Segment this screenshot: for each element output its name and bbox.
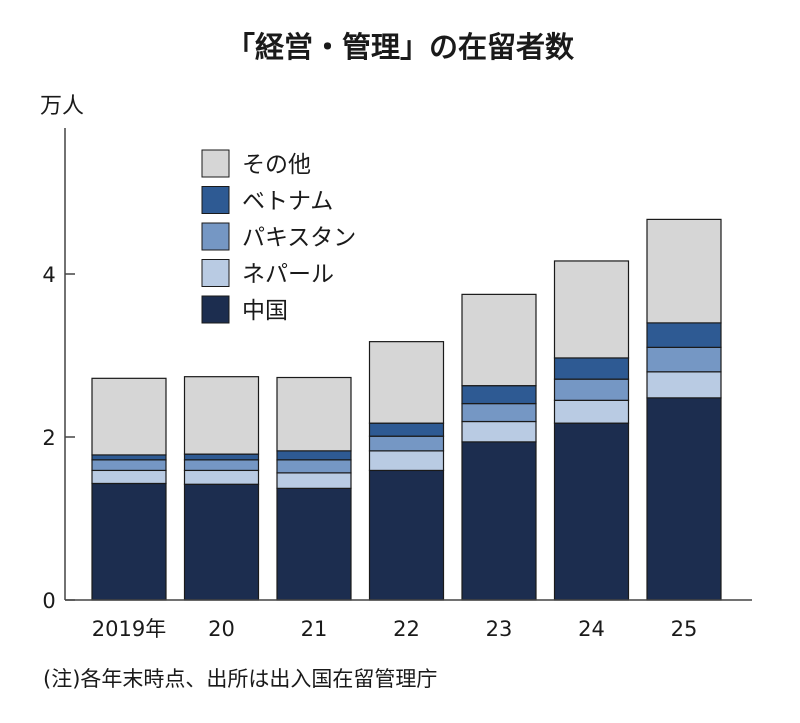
legend-swatch	[201, 186, 230, 214]
bar-segment-0-6	[646, 397, 722, 601]
legend-label: ベトナム	[242, 189, 333, 215]
bar-segment-2-3	[368, 435, 445, 452]
bar-segment-1-4	[461, 420, 537, 443]
bar-segment-1-6	[646, 371, 722, 399]
bar-segment-4-6	[646, 218, 722, 324]
bar-segment-1-0	[91, 469, 167, 485]
bar-segment-1-1	[183, 469, 260, 485]
x-tick-label: 2019年	[92, 617, 166, 641]
x-tick-label: 22	[393, 617, 420, 641]
bar-segment-2-1	[183, 459, 260, 472]
chart-title: 「経営・管理」の在留者数	[226, 30, 575, 64]
bar-segment-4-5	[553, 260, 630, 359]
bar-segment-2-2	[276, 459, 352, 474]
legend-label: 中国	[242, 298, 288, 324]
bar-segment-3-6	[646, 322, 722, 348]
axes-layer: 0 2 4	[42, 128, 752, 613]
y-axis-unit-label: 万人	[40, 94, 84, 119]
bar-segment-4-4	[461, 293, 537, 387]
source-note: (注)各年末時点、出所は出入国在留管理庁	[43, 667, 437, 691]
x-tick-label: 20	[208, 617, 235, 641]
legend-label: ネパール	[242, 262, 334, 288]
legend-swatch	[201, 295, 230, 324]
bar-segment-4-1	[183, 376, 260, 455]
bar-segment-4-0	[91, 377, 167, 456]
legend-swatch	[201, 259, 230, 287]
bar-segment-1-5	[553, 399, 630, 424]
bar-segment-3-4	[461, 385, 537, 405]
bar-segment-0-2	[276, 487, 352, 601]
bar-segment-2-0	[91, 459, 167, 472]
bar-segment-0-0	[91, 482, 167, 601]
bars-layer: 2019年 20 21 22 23 24 25	[91, 218, 722, 641]
bar-segment-3-1	[183, 453, 260, 461]
bar-segment-2-5	[553, 378, 630, 401]
legend-swatch	[201, 149, 230, 178]
legend-swatch	[201, 222, 230, 251]
y-tick-label: 2	[42, 426, 55, 450]
bar-segment-0-1	[183, 483, 260, 601]
bar-segment-4-3	[368, 341, 445, 424]
bar-segment-1-2	[276, 472, 352, 489]
legend-label: パキスタン	[242, 225, 356, 251]
y-tick-label: 0	[42, 589, 55, 613]
bar-segment-1-3	[368, 450, 445, 472]
bar-segment-3-3	[368, 422, 445, 437]
bar-segment-3-2	[276, 450, 352, 461]
x-tick-label: 25	[671, 617, 698, 641]
bar-segment-2-4	[461, 402, 537, 423]
bar-segment-0-3	[368, 469, 445, 601]
bar-segment-0-5	[553, 422, 630, 601]
bar-segment-3-0	[91, 454, 167, 461]
x-tick-label: 24	[578, 617, 605, 641]
x-tick-label: 23	[486, 617, 513, 641]
x-tick-label: 21	[301, 617, 328, 641]
legend-label: その他	[242, 152, 311, 178]
bar-segment-0-4	[461, 441, 537, 601]
bar-segment-3-5	[553, 357, 630, 380]
bar-segment-4-2	[276, 376, 352, 452]
bar-segment-2-6	[646, 346, 722, 373]
y-tick-label: 4	[42, 263, 55, 287]
